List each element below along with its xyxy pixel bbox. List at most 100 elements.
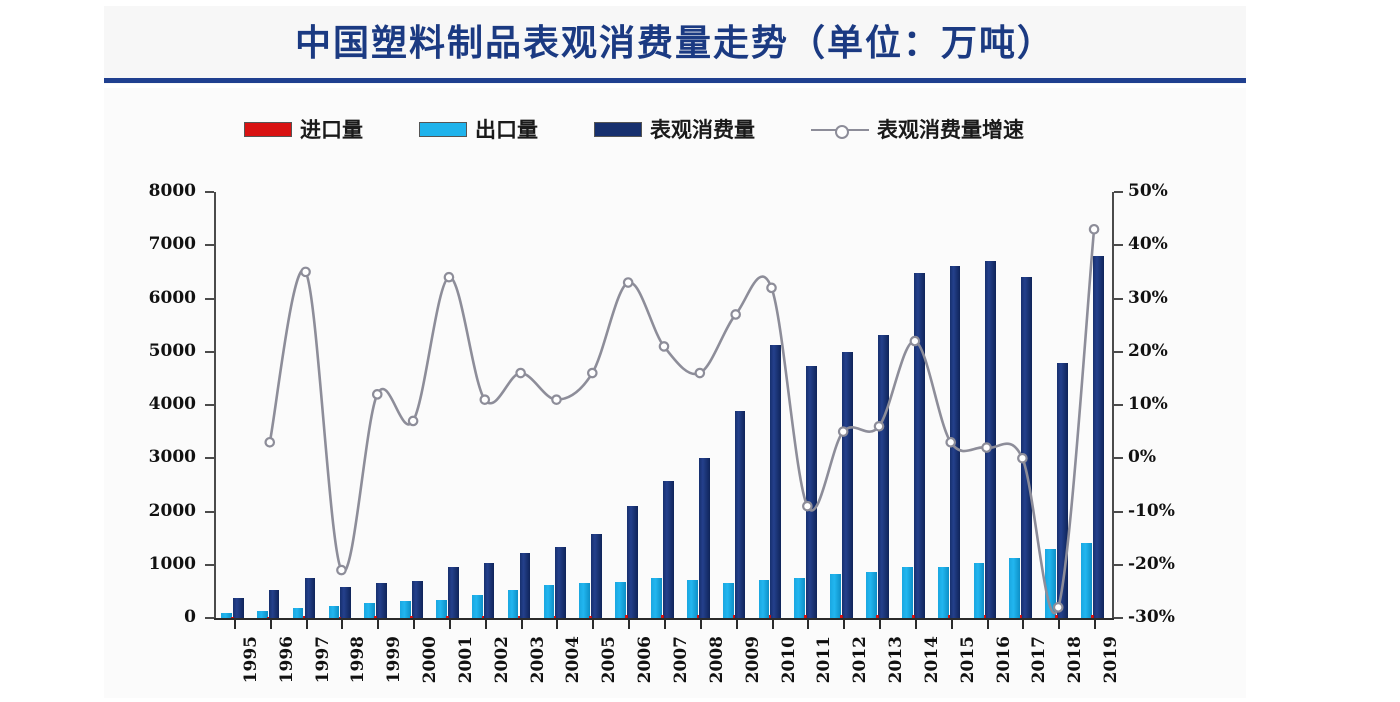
growth-line-marker[interactable]	[730, 309, 741, 320]
bar-consumption-2001[interactable]	[447, 567, 459, 618]
growth-line-marker[interactable]	[407, 415, 419, 427]
bar-consumption-1995[interactable]	[232, 597, 244, 618]
bar-consumption-2012[interactable]	[842, 352, 853, 618]
bar-consumption-2017[interactable]	[1021, 277, 1033, 618]
bar-import-2002[interactable]	[481, 615, 485, 618]
bar-import-2001[interactable]	[446, 616, 449, 618]
bar-consumption-2016[interactable]	[985, 261, 997, 618]
bar-import-2017[interactable]	[1019, 614, 1023, 618]
bar-export-2019[interactable]	[1081, 543, 1092, 618]
bar-import-2004[interactable]	[553, 615, 557, 618]
bar-import-2003[interactable]	[517, 615, 521, 618]
growth-line-marker[interactable]	[264, 436, 276, 448]
bar-consumption-2003[interactable]	[519, 553, 531, 618]
bar-export-2006[interactable]	[615, 582, 626, 618]
growth-line-marker[interactable]	[443, 271, 455, 283]
bar-export-2012[interactable]	[830, 574, 842, 618]
bar-export-2015[interactable]	[937, 566, 949, 618]
bar-consumption-1998[interactable]	[340, 587, 352, 618]
bar-export-2011[interactable]	[794, 577, 806, 618]
bar-consumption-2002[interactable]	[483, 562, 495, 618]
bar-import-2010[interactable]	[768, 615, 772, 618]
bar-consumption-1997[interactable]	[304, 578, 316, 618]
x-axis-tick-label: 2013	[886, 636, 906, 684]
growth-line-marker[interactable]	[658, 341, 670, 352]
bar-import-2007[interactable]	[661, 615, 664, 618]
bar-export-2003[interactable]	[507, 590, 519, 618]
growth-line-marker[interactable]	[1088, 223, 1100, 235]
bar-import-2011[interactable]	[804, 614, 807, 618]
legend-item-import[interactable]: 进口量	[244, 114, 363, 144]
y-axis-left-tick	[205, 617, 214, 619]
legend-item-growth[interactable]: 表观消费量增速	[811, 114, 1024, 144]
bar-import-1999[interactable]	[374, 616, 377, 618]
bar-import-2008[interactable]	[696, 615, 700, 618]
growth-line-marker[interactable]	[551, 394, 562, 405]
bar-import-1998[interactable]	[338, 616, 342, 618]
x-axis-tick	[915, 620, 917, 629]
growth-line-marker[interactable]	[622, 277, 634, 288]
growth-line-marker[interactable]	[766, 282, 777, 294]
bar-export-2018[interactable]	[1045, 549, 1057, 618]
bar-consumption-2011[interactable]	[806, 365, 818, 618]
bar-import-1997[interactable]	[302, 616, 306, 618]
x-axis-tick	[1022, 620, 1024, 629]
bar-consumption-2009[interactable]	[734, 410, 746, 618]
bar-consumption-2014[interactable]	[913, 273, 925, 618]
legend-item-export[interactable]: 出口量	[419, 114, 538, 144]
bar-import-1996[interactable]	[266, 616, 270, 618]
y-axis-left-line	[214, 192, 216, 620]
bar-export-1995[interactable]	[221, 612, 232, 618]
growth-line-marker[interactable]	[300, 266, 311, 278]
x-axis-tick	[664, 620, 666, 629]
bar-consumption-2006[interactable]	[627, 505, 638, 618]
bar-import-2005[interactable]	[589, 615, 592, 618]
bar-consumption-2004[interactable]	[555, 547, 567, 618]
import-swatch-icon	[244, 121, 292, 137]
bar-import-2012[interactable]	[840, 614, 843, 618]
bar-consumption-2007[interactable]	[662, 480, 674, 618]
bar-consumption-1996[interactable]	[268, 589, 280, 618]
y-axis-left-tick-label: 7000	[148, 234, 196, 255]
growth-line-marker[interactable]	[515, 367, 526, 379]
x-axis-tick-label: 1995	[241, 636, 261, 684]
bar-consumption-2019[interactable]	[1093, 256, 1104, 618]
bar-consumption-2005[interactable]	[591, 534, 602, 618]
bar-consumption-2010[interactable]	[770, 345, 782, 618]
bar-export-2016[interactable]	[973, 562, 985, 618]
bar-export-2010[interactable]	[758, 580, 770, 618]
growth-line-marker[interactable]	[371, 389, 383, 400]
bar-consumption-1999[interactable]	[376, 583, 387, 618]
y-axis-left-tick-label: 0	[184, 607, 196, 627]
bar-import-2014[interactable]	[912, 614, 915, 618]
bar-export-2008[interactable]	[686, 580, 698, 618]
bar-import-1995[interactable]	[231, 616, 234, 618]
bar-consumption-2018[interactable]	[1057, 362, 1068, 618]
bar-import-2013[interactable]	[876, 614, 879, 618]
bar-consumption-2000[interactable]	[412, 581, 423, 618]
bar-import-2009[interactable]	[732, 615, 736, 618]
growth-line-marker[interactable]	[479, 394, 491, 405]
bar-export-2009[interactable]	[722, 583, 734, 618]
growth-line-marker[interactable]	[336, 564, 347, 576]
growth-line-marker[interactable]	[694, 367, 706, 379]
bar-export-2007[interactable]	[651, 578, 662, 618]
bar-export-2017[interactable]	[1009, 558, 1021, 618]
bar-consumption-2015[interactable]	[949, 266, 961, 618]
bar-import-2000[interactable]	[410, 616, 413, 618]
bar-import-2019[interactable]	[1091, 614, 1094, 618]
bar-export-2004[interactable]	[543, 585, 555, 618]
bar-import-2018[interactable]	[1055, 614, 1058, 618]
bar-consumption-2008[interactable]	[698, 457, 710, 618]
bar-export-2014[interactable]	[901, 567, 913, 618]
bar-import-2015[interactable]	[947, 614, 951, 618]
bar-import-2006[interactable]	[625, 615, 628, 618]
bar-import-2016[interactable]	[983, 614, 987, 618]
bar-export-2002[interactable]	[471, 595, 483, 618]
bar-export-2005[interactable]	[579, 583, 591, 618]
growth-line-marker[interactable]	[587, 367, 598, 379]
bar-export-2013[interactable]	[866, 572, 877, 618]
bar-export-1996[interactable]	[256, 611, 268, 618]
bar-consumption-2013[interactable]	[877, 335, 889, 618]
legend-item-consumption[interactable]: 表观消费量	[594, 114, 755, 144]
